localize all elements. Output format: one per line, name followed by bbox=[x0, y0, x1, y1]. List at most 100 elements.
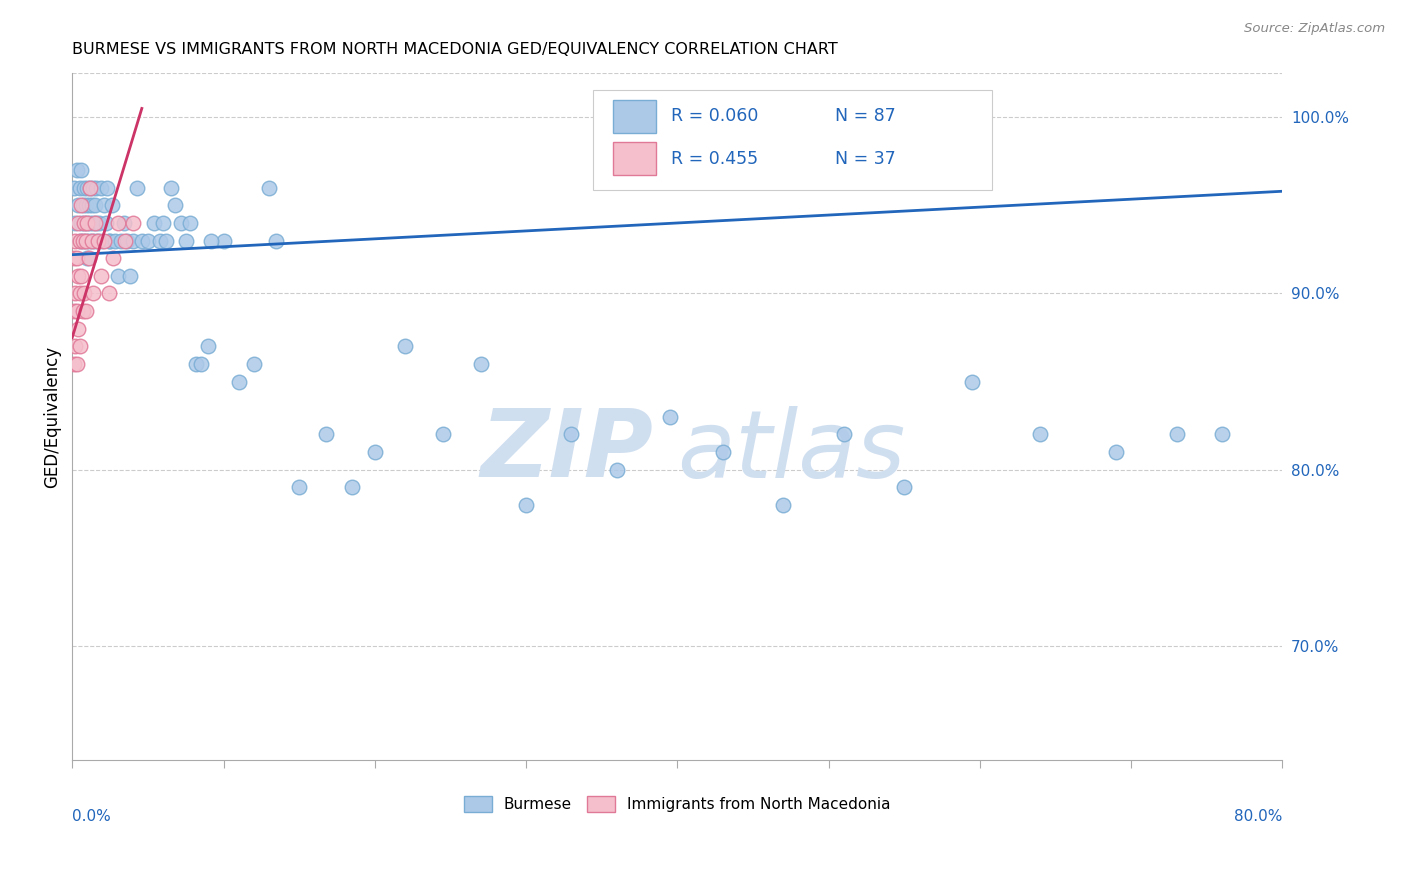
Point bbox=[170, 216, 193, 230]
Point bbox=[149, 234, 172, 248]
Point bbox=[394, 339, 416, 353]
Point bbox=[75, 304, 97, 318]
Point bbox=[80, 198, 103, 212]
Point bbox=[97, 234, 120, 248]
Point bbox=[77, 251, 100, 265]
Point bbox=[80, 234, 103, 248]
Point bbox=[97, 286, 120, 301]
FancyBboxPatch shape bbox=[613, 100, 655, 133]
Point bbox=[560, 427, 582, 442]
Point bbox=[200, 234, 222, 248]
Point bbox=[72, 234, 94, 248]
Point bbox=[159, 180, 181, 194]
Point bbox=[69, 234, 91, 248]
Point bbox=[131, 234, 153, 248]
Point bbox=[94, 216, 117, 230]
Point bbox=[91, 234, 114, 248]
Point bbox=[77, 198, 100, 212]
Point bbox=[86, 180, 108, 194]
Point bbox=[62, 304, 84, 318]
Text: BURMESE VS IMMIGRANTS FROM NORTH MACEDONIA GED/EQUIVALENCY CORRELATION CHART: BURMESE VS IMMIGRANTS FROM NORTH MACEDON… bbox=[72, 42, 838, 57]
Point bbox=[1029, 427, 1052, 442]
Point bbox=[73, 216, 96, 230]
Point bbox=[110, 234, 132, 248]
Point bbox=[70, 268, 93, 283]
Point bbox=[155, 234, 177, 248]
Point bbox=[190, 357, 212, 371]
Point bbox=[62, 251, 84, 265]
Point bbox=[77, 234, 100, 248]
Point bbox=[80, 234, 103, 248]
Point bbox=[86, 216, 108, 230]
Text: atlas: atlas bbox=[678, 406, 905, 497]
Point bbox=[69, 286, 91, 301]
Point bbox=[69, 234, 91, 248]
Text: Source: ZipAtlas.com: Source: ZipAtlas.com bbox=[1244, 22, 1385, 36]
Point bbox=[470, 357, 492, 371]
Point bbox=[101, 251, 124, 265]
Point bbox=[65, 216, 87, 230]
Point bbox=[179, 216, 201, 230]
Point bbox=[1105, 445, 1128, 459]
Point bbox=[70, 163, 93, 178]
Text: R = 0.455: R = 0.455 bbox=[671, 150, 758, 168]
Point bbox=[72, 234, 94, 248]
Point bbox=[136, 234, 159, 248]
Point bbox=[266, 234, 288, 248]
Point bbox=[66, 251, 89, 265]
Point bbox=[1166, 427, 1188, 442]
Point bbox=[96, 180, 118, 194]
Point bbox=[70, 198, 93, 212]
Point bbox=[432, 427, 454, 442]
Point bbox=[658, 409, 681, 424]
Point bbox=[127, 180, 149, 194]
Point bbox=[152, 216, 174, 230]
Point bbox=[72, 304, 94, 318]
Point bbox=[772, 498, 794, 512]
Point bbox=[82, 286, 104, 301]
Point bbox=[1211, 427, 1233, 442]
Point bbox=[364, 445, 387, 459]
Point bbox=[90, 268, 112, 283]
Point bbox=[62, 357, 84, 371]
Point bbox=[107, 268, 129, 283]
Point bbox=[73, 180, 96, 194]
Point bbox=[73, 216, 96, 230]
FancyBboxPatch shape bbox=[593, 90, 993, 190]
Point bbox=[84, 234, 107, 248]
Point bbox=[75, 234, 97, 248]
Point bbox=[962, 375, 984, 389]
Point bbox=[67, 321, 90, 335]
Text: R = 0.060: R = 0.060 bbox=[671, 107, 759, 125]
Point bbox=[76, 216, 98, 230]
Point bbox=[893, 480, 915, 494]
Point bbox=[118, 268, 141, 283]
Point bbox=[174, 234, 197, 248]
Text: 0.0%: 0.0% bbox=[72, 808, 111, 823]
Point bbox=[82, 180, 104, 194]
Point bbox=[89, 216, 111, 230]
Point bbox=[186, 357, 208, 371]
Y-axis label: GED/Equivalency: GED/Equivalency bbox=[44, 346, 60, 488]
Point bbox=[66, 163, 89, 178]
Point bbox=[242, 357, 264, 371]
Point bbox=[73, 286, 96, 301]
Point bbox=[75, 234, 97, 248]
Point bbox=[76, 180, 98, 194]
Point bbox=[228, 375, 250, 389]
Point bbox=[98, 234, 121, 248]
Point bbox=[82, 216, 104, 230]
Point bbox=[79, 180, 101, 194]
Point bbox=[65, 286, 87, 301]
Point bbox=[69, 180, 91, 194]
Text: N = 87: N = 87 bbox=[835, 107, 896, 125]
Point bbox=[67, 268, 90, 283]
Point bbox=[69, 339, 91, 353]
Point bbox=[257, 180, 280, 194]
Point bbox=[104, 234, 127, 248]
Legend: Burmese, Immigrants from North Macedonia: Burmese, Immigrants from North Macedonia bbox=[458, 789, 897, 818]
Point bbox=[112, 216, 135, 230]
Point bbox=[315, 427, 337, 442]
Point bbox=[76, 251, 98, 265]
Point bbox=[515, 498, 537, 512]
